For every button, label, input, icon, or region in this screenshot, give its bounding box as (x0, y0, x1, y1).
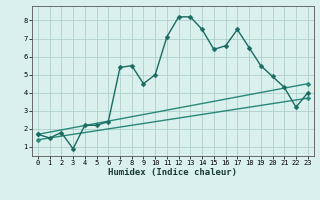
X-axis label: Humidex (Indice chaleur): Humidex (Indice chaleur) (108, 168, 237, 177)
